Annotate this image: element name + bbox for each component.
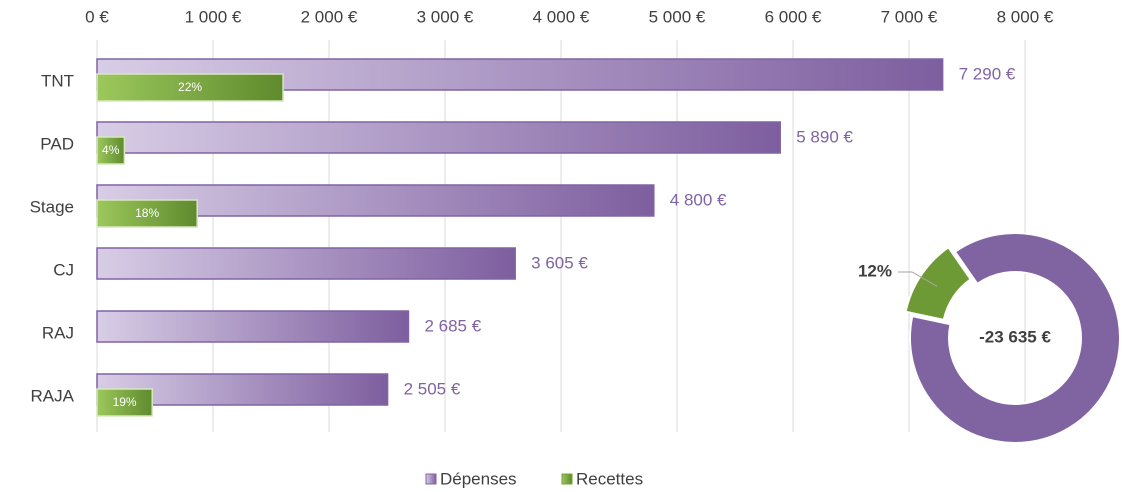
bar: [96, 247, 516, 280]
bar-annotation: 22%: [178, 80, 202, 94]
value-label: 7 290 €: [959, 64, 1016, 83]
y-tick-label: CJ: [53, 260, 74, 279]
bar: [96, 388, 153, 417]
bar-annotation: 4%: [102, 143, 120, 157]
value-label: 2 505 €: [404, 379, 461, 398]
bar-annotation: 19%: [113, 395, 137, 409]
bar: [96, 136, 126, 165]
legend-label: Recettes: [576, 469, 643, 488]
legend-swatch: [561, 473, 573, 485]
x-tick-label: 7 000 €: [881, 7, 938, 26]
bar: [96, 310, 410, 343]
donut-segment: [909, 232, 1121, 444]
y-tick-label: PAD: [40, 134, 74, 153]
x-tick-label: 3 000 €: [417, 7, 474, 26]
y-tick-label: RAJ: [42, 323, 74, 342]
x-tick-label: 5 000 €: [649, 7, 706, 26]
x-tick-label: 0 €: [85, 7, 109, 26]
leader-line: [898, 271, 938, 287]
y-tick-label: RAJA: [31, 386, 75, 405]
x-tick-label: 8 000 €: [997, 7, 1054, 26]
value-label: 5 890 €: [796, 127, 853, 146]
value-label: 2 685 €: [424, 316, 481, 335]
value-label: 4 800 €: [670, 190, 727, 209]
donut-label: 12%: [858, 261, 892, 280]
bar: [96, 121, 781, 154]
x-tick-label: 1 000 €: [185, 7, 242, 26]
x-tick-label: 4 000 €: [533, 7, 590, 26]
bar: [96, 73, 284, 102]
legend-swatch: [425, 473, 437, 485]
value-label: 3 605 €: [531, 253, 588, 272]
bar: [96, 199, 198, 228]
legend-label: Dépenses: [440, 469, 517, 488]
x-tick-label: 2 000 €: [301, 7, 358, 26]
y-tick-label: TNT: [41, 71, 74, 90]
donut-segment: [904, 245, 973, 322]
x-tick-label: 6 000 €: [765, 7, 822, 26]
y-tick-label: Stage: [30, 197, 74, 216]
donut-center-label: -23 635 €: [979, 327, 1051, 346]
bar-annotation: 18%: [135, 206, 159, 220]
